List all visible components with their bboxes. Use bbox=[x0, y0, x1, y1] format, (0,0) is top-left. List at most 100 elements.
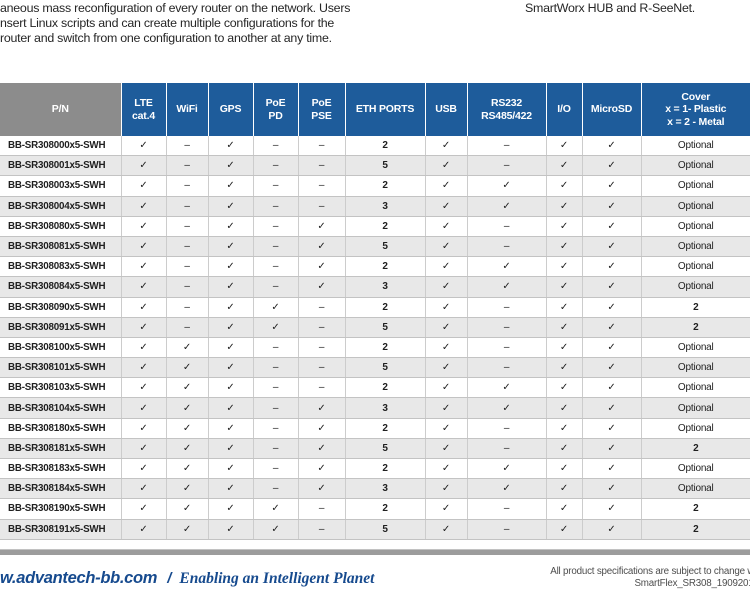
cell-poe-pd: – bbox=[252, 276, 298, 298]
cell-poe-pse: ✓ bbox=[297, 438, 345, 460]
cell-wifi: – bbox=[165, 216, 208, 237]
cell-gps: ✓ bbox=[207, 297, 253, 318]
header-eth-ports: ETH PORTS bbox=[344, 83, 425, 136]
cell-io: ✓ bbox=[545, 478, 582, 500]
cell-wifi: – bbox=[165, 155, 208, 177]
table-row: BB-SR308101x5-SWH ✓ ✓ ✓ – –5 ✓ – ✓ ✓ Optional bbox=[0, 357, 750, 379]
cell-cover: Optional bbox=[640, 337, 750, 359]
cell-wifi: ✓ bbox=[165, 357, 208, 379]
cell-io: ✓ bbox=[545, 216, 582, 237]
table-row: BB-SR308181x5-SWH ✓ ✓ ✓ – ✓ 5 ✓ – ✓ ✓ 2 bbox=[0, 438, 750, 460]
cell-microsd: ✓ bbox=[581, 377, 641, 399]
cell-usb: ✓ bbox=[424, 236, 467, 258]
cell-poe-pd: – bbox=[252, 397, 298, 419]
cell-rs232-rs485-422: ✓ bbox=[466, 397, 546, 419]
cell-usb: ✓ bbox=[424, 256, 467, 278]
cell-eth-ports: 2 bbox=[344, 498, 425, 520]
cell-eth-ports: 2 bbox=[344, 458, 425, 480]
cell-cover: 2 bbox=[640, 438, 750, 460]
cell-lte-cat4: ✓ bbox=[120, 136, 166, 157]
cell-lte-cat4: ✓ bbox=[120, 175, 166, 197]
table-row: BB-SR308083x5-SWH ✓ – ✓ – ✓ 2 ✓ ✓ ✓ ✓ Optional bbox=[0, 256, 750, 278]
cell-poe-pse: ✓ bbox=[297, 458, 345, 480]
cell-wifi: ✓ bbox=[165, 519, 208, 540]
cell-lte-cat4: ✓ bbox=[120, 196, 166, 217]
cell-usb: ✓ bbox=[424, 498, 467, 520]
cell-microsd: ✓ bbox=[581, 418, 641, 439]
cell-gps: ✓ bbox=[207, 478, 253, 500]
cell-io: ✓ bbox=[545, 317, 582, 338]
cell-eth-ports: 5 bbox=[344, 317, 425, 338]
cell-microsd: ✓ bbox=[581, 498, 641, 520]
cell-wifi: – bbox=[165, 236, 208, 258]
table-row: BB-SR308100x5-SWH ✓ ✓ ✓ – –2 ✓ – ✓ ✓ Optional bbox=[0, 337, 750, 359]
cell-microsd: ✓ bbox=[581, 317, 641, 338]
cell-gps: ✓ bbox=[207, 236, 253, 258]
cell-usb: ✓ bbox=[424, 317, 467, 338]
cell-usb: ✓ bbox=[424, 136, 467, 157]
cell-lte-cat4: ✓ bbox=[120, 519, 166, 540]
cell-microsd: ✓ bbox=[581, 357, 641, 379]
cell-pn: BB-SR308003x5-SWH bbox=[0, 175, 121, 197]
cell-rs232-rs485-422: ✓ bbox=[466, 196, 546, 217]
cell-cover: Optional bbox=[640, 458, 750, 480]
cell-io: ✓ bbox=[545, 458, 582, 480]
footer-separator: / bbox=[167, 570, 172, 587]
intro-line: router and switch from one configuration… bbox=[0, 31, 332, 45]
cell-rs232-rs485-422: ✓ bbox=[466, 175, 546, 197]
cell-io: ✓ bbox=[545, 418, 582, 439]
cell-lte-cat4: ✓ bbox=[120, 357, 166, 379]
cell-cover: 2 bbox=[640, 519, 750, 540]
cell-wifi: ✓ bbox=[165, 458, 208, 480]
cell-lte-cat4: ✓ bbox=[120, 276, 166, 298]
cell-rs232-rs485-422: – bbox=[466, 155, 546, 177]
cell-io: ✓ bbox=[545, 276, 582, 298]
cell-poe-pse: – bbox=[297, 136, 345, 157]
cell-gps: ✓ bbox=[207, 317, 253, 338]
table-row: BB-SR308190x5-SWH ✓ ✓ ✓ ✓ –2 ✓ – ✓ ✓ 2 bbox=[0, 498, 750, 520]
cell-poe-pse: – bbox=[297, 317, 345, 338]
cell-wifi: – bbox=[165, 256, 208, 278]
cell-rs232-rs485-422: – bbox=[466, 297, 546, 318]
cell-poe-pd: – bbox=[252, 196, 298, 217]
cell-microsd: ✓ bbox=[581, 337, 641, 359]
cell-pn: BB-SR308101x5-SWH bbox=[0, 357, 121, 379]
cell-poe-pd: – bbox=[252, 337, 298, 359]
cell-cover: 2 bbox=[640, 498, 750, 520]
cell-poe-pd: ✓ bbox=[252, 297, 298, 318]
cell-cover: 2 bbox=[640, 297, 750, 318]
footer-note: All product specifications are subject t… bbox=[550, 566, 750, 590]
cell-gps: ✓ bbox=[207, 155, 253, 177]
cell-pn: BB-SR308184x5-SWH bbox=[0, 478, 121, 500]
cell-rs232-rs485-422: ✓ bbox=[466, 478, 546, 500]
table-body: BB-SR308000x5-SWH ✓ – ✓ – –2 ✓ – ✓ ✓ Optional BB-SR… bbox=[0, 136, 750, 540]
cell-usb: ✓ bbox=[424, 297, 467, 318]
cell-rs232-rs485-422: – bbox=[466, 519, 546, 540]
table-row: BB-SR308081x5-SWH ✓ – ✓ – ✓ 5 ✓ – ✓ ✓ Optional bbox=[0, 236, 750, 258]
footer-note-line: SmartFlex_SR308_19092017d bbox=[634, 578, 750, 589]
cell-pn: BB-SR308191x5-SWH bbox=[0, 519, 121, 540]
cell-wifi: ✓ bbox=[165, 418, 208, 439]
cell-io: ✓ bbox=[545, 196, 582, 217]
cell-pn: BB-SR308081x5-SWH bbox=[0, 236, 121, 258]
cell-rs232-rs485-422: – bbox=[466, 438, 546, 460]
cell-rs232-rs485-422: ✓ bbox=[466, 458, 546, 480]
footer-website-link[interactable]: w.advantech-bb.com bbox=[0, 569, 158, 587]
header-cover: Cover x = 1- Plastic x = 2 - Metal bbox=[640, 83, 750, 136]
cell-pn: BB-SR308190x5-SWH bbox=[0, 498, 121, 520]
cell-gps: ✓ bbox=[207, 276, 253, 298]
footer-divider bbox=[0, 549, 750, 555]
cell-cover: Optional bbox=[640, 175, 750, 197]
cell-eth-ports: 2 bbox=[344, 256, 425, 278]
header-usb: USB bbox=[424, 83, 467, 136]
cell-io: ✓ bbox=[545, 397, 582, 419]
cell-poe-pd: – bbox=[252, 377, 298, 399]
cell-microsd: ✓ bbox=[581, 216, 641, 237]
cell-poe-pd: – bbox=[252, 458, 298, 480]
cell-poe-pse: – bbox=[297, 519, 345, 540]
cell-wifi: – bbox=[165, 175, 208, 197]
cell-pn: BB-SR308080x5-SWH bbox=[0, 216, 121, 237]
cell-lte-cat4: ✓ bbox=[120, 256, 166, 278]
cell-wifi: – bbox=[165, 276, 208, 298]
cell-lte-cat4: ✓ bbox=[120, 337, 166, 359]
